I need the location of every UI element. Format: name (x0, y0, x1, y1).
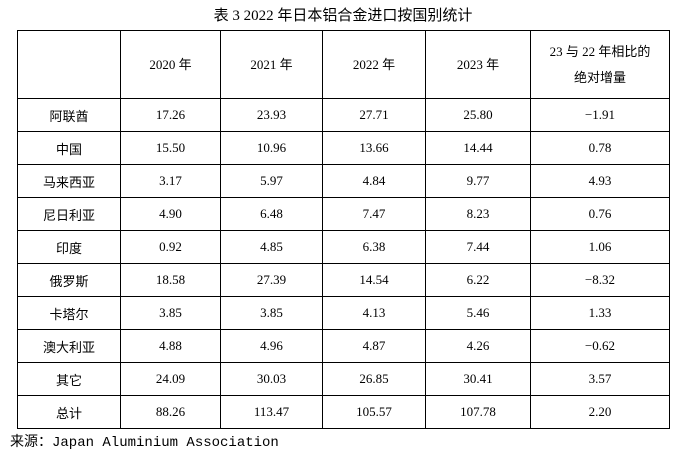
table-row: 印度 0.92 4.85 6.38 7.44 1.06 (17, 230, 670, 264)
value-cell: 3.85 (120, 296, 221, 330)
value-cell: 17.26 (120, 98, 221, 132)
value-cell: 0.78 (530, 131, 670, 165)
value-cell: 1.33 (530, 296, 670, 330)
row-label: 澳大利亚 (17, 329, 121, 363)
table-row: 其它 24.09 30.03 26.85 30.41 3.57 (17, 362, 670, 396)
header-row: 2020 年 2021 年 2022 年 2023 年 23 与 22 年相比的 绝对增量 (17, 30, 670, 99)
header-line: 绝对增量 (573, 69, 626, 85)
value-cell: 113.47 (220, 395, 323, 429)
value-cell: 2.20 (530, 395, 670, 429)
value-cell: 4.85 (220, 230, 323, 264)
value-cell: 4.26 (425, 329, 531, 363)
value-cell: −1.91 (530, 98, 670, 132)
value-cell: 0.76 (530, 197, 670, 231)
value-cell: −0.62 (530, 329, 670, 363)
value-cell: 5.97 (220, 164, 323, 198)
table-row: 阿联酋 17.26 23.93 27.71 25.80 −1.91 (17, 98, 670, 132)
value-cell: 4.93 (530, 164, 670, 198)
value-cell: 30.41 (425, 362, 531, 396)
value-cell: 1.06 (530, 230, 670, 264)
value-cell: 6.38 (322, 230, 426, 264)
table-row: 俄罗斯 18.58 27.39 14.54 6.22 −8.32 (17, 263, 670, 297)
value-cell: 24.09 (120, 362, 221, 396)
value-cell: 4.84 (322, 164, 426, 198)
value-cell: 7.44 (425, 230, 531, 264)
value-cell: 18.58 (120, 263, 221, 297)
value-cell: 88.26 (120, 395, 221, 429)
value-cell: 15.50 (120, 131, 221, 165)
value-cell: 14.54 (322, 263, 426, 297)
value-cell: 14.44 (425, 131, 531, 165)
row-label: 其它 (17, 362, 121, 396)
table-row: 澳大利亚 4.88 4.96 4.87 4.26 −0.62 (17, 329, 670, 363)
row-label: 尼日利亚 (17, 197, 121, 231)
source-note: 来源：Japan Aluminium Association (10, 435, 279, 451)
row-label: 总计 (17, 395, 121, 429)
value-cell: 107.78 (425, 395, 531, 429)
value-cell: 4.13 (322, 296, 426, 330)
value-cell: 6.22 (425, 263, 531, 297)
value-cell: 0.92 (120, 230, 221, 264)
header-line: 23 与 22 年相比的 (549, 43, 651, 59)
table-title: 表 3 2022 年日本铝合金进口按国别统计 (213, 8, 473, 24)
value-cell: 3.57 (530, 362, 670, 396)
data-table: 2020 年 2021 年 2022 年 2023 年 23 与 22 年相比的 绝对增量… (17, 30, 670, 429)
row-label: 中国 (17, 131, 121, 165)
value-cell: −8.32 (530, 263, 670, 297)
value-cell: 6.48 (220, 197, 323, 231)
row-label: 阿联酋 (17, 98, 121, 132)
table-row: 尼日利亚 4.90 6.48 7.47 8.23 0.76 (17, 197, 670, 231)
header-cell: 2023 年 (425, 30, 531, 99)
row-label: 卡塔尔 (17, 296, 121, 330)
table-row: 中国 15.50 10.96 13.66 14.44 0.78 (17, 131, 670, 165)
row-label: 马来西亚 (17, 164, 121, 198)
value-cell: 3.17 (120, 164, 221, 198)
value-cell: 5.46 (425, 296, 531, 330)
header-cell: 2022 年 (322, 30, 426, 99)
value-cell: 26.85 (322, 362, 426, 396)
corner-cell (17, 30, 121, 99)
value-cell: 3.85 (220, 296, 323, 330)
value-cell: 9.77 (425, 164, 531, 198)
table-row: 马来西亚 3.17 5.97 4.84 9.77 4.93 (17, 164, 670, 198)
value-cell: 27.39 (220, 263, 323, 297)
value-cell: 4.90 (120, 197, 221, 231)
value-cell: 8.23 (425, 197, 531, 231)
value-cell: 4.87 (322, 329, 426, 363)
value-cell: 27.71 (322, 98, 426, 132)
value-cell: 30.03 (220, 362, 323, 396)
value-cell: 4.96 (220, 329, 323, 363)
value-cell: 7.47 (322, 197, 426, 231)
header-cell: 2021 年 (220, 30, 323, 99)
value-cell: 25.80 (425, 98, 531, 132)
row-label: 俄罗斯 (17, 263, 121, 297)
value-cell: 105.57 (322, 395, 426, 429)
value-cell: 10.96 (220, 131, 323, 165)
table-body: 2020 年 2021 年 2022 年 2023 年 23 与 22 年相比的 绝对增量… (17, 30, 670, 429)
value-cell: 23.93 (220, 98, 323, 132)
table-row: 总计 88.26 113.47 105.57 107.78 2.20 (17, 395, 670, 429)
header-cell: 2020 年 (120, 30, 221, 99)
value-cell: 13.66 (322, 131, 426, 165)
value-cell: 4.88 (120, 329, 221, 363)
table-row: 卡塔尔 3.85 3.85 4.13 5.46 1.33 (17, 296, 670, 330)
row-label: 印度 (17, 230, 121, 264)
header-cell: 23 与 22 年相比的 绝对增量 (530, 30, 670, 99)
